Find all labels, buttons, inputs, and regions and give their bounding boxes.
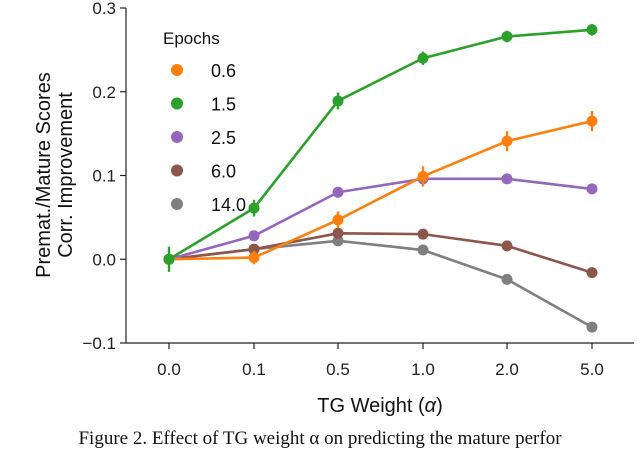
legend-marker-2.5 bbox=[171, 131, 183, 143]
data-point bbox=[501, 240, 513, 252]
data-point bbox=[586, 24, 598, 36]
series-14.0 bbox=[163, 235, 598, 333]
x-tick-label: 1.0 bbox=[411, 360, 435, 379]
data-point bbox=[586, 267, 598, 279]
series-line bbox=[168, 119, 593, 261]
legend-label-2.5: 2.5 bbox=[211, 128, 236, 148]
data-point bbox=[501, 273, 513, 285]
legend-label-0.6: 0.6 bbox=[211, 61, 236, 81]
x-tick-label: 5.0 bbox=[580, 360, 604, 379]
data-point bbox=[248, 230, 260, 242]
series-1.5 bbox=[163, 23, 598, 272]
line-chart: −0.1 0.0 0.1 0.2 0.3 0.0 0.1 0.5 1.0 2.0 5.0 Epoch… bbox=[33, 0, 634, 417]
series-0.6 bbox=[163, 111, 598, 265]
series-6.0 bbox=[163, 227, 598, 279]
series-layer bbox=[163, 23, 598, 333]
legend-marker-14.0 bbox=[171, 198, 183, 210]
y-tick-label: −0.1 bbox=[82, 334, 116, 353]
legend-marker-6.0 bbox=[171, 164, 183, 177]
y-axis-title-line-1: Premat./Mature Scores bbox=[33, 72, 55, 278]
data-point bbox=[417, 228, 429, 240]
data-point bbox=[417, 170, 429, 182]
data-point bbox=[586, 183, 598, 195]
data-point bbox=[248, 252, 260, 264]
data-point bbox=[332, 214, 344, 226]
x-axis-title: TG Weight (α) bbox=[317, 395, 443, 417]
y-tick-label: 0.0 bbox=[92, 250, 116, 269]
legend: Epochs 0.6 1.5 2.5 6.0 14.0 bbox=[163, 29, 246, 215]
data-point bbox=[417, 52, 429, 64]
x-axis-title-prefix: TG Weight ( bbox=[317, 395, 425, 417]
x-axis-title-suffix: ) bbox=[436, 395, 443, 417]
legend-marker-0.6 bbox=[171, 64, 183, 76]
data-point bbox=[417, 244, 429, 256]
data-point bbox=[248, 243, 260, 255]
x-tick-label: 0.1 bbox=[242, 360, 266, 379]
series-line bbox=[168, 177, 593, 261]
data-point bbox=[332, 95, 344, 107]
x-axis-title-symbol: α bbox=[425, 395, 437, 417]
data-point bbox=[501, 173, 513, 185]
legend-label-14.0: 14.0 bbox=[211, 195, 246, 215]
data-point bbox=[586, 321, 598, 333]
data-point bbox=[332, 186, 344, 198]
series-line bbox=[168, 231, 593, 274]
legend-marker-1.5 bbox=[171, 97, 183, 110]
data-point bbox=[332, 235, 344, 247]
series-line bbox=[168, 28, 593, 261]
y-tick-label: 0.2 bbox=[92, 83, 116, 102]
data-point bbox=[586, 115, 598, 127]
x-tick-label: 0.5 bbox=[326, 360, 350, 379]
data-point bbox=[332, 227, 344, 239]
data-point bbox=[501, 30, 513, 42]
legend-label-1.5: 1.5 bbox=[211, 95, 236, 115]
data-point bbox=[501, 135, 513, 147]
y-tick-label: 0.3 bbox=[92, 0, 116, 18]
axes: −0.1 0.0 0.1 0.2 0.3 0.0 0.1 0.5 1.0 2.0 5.0 bbox=[82, 0, 634, 379]
x-tick-label: 0.0 bbox=[157, 360, 181, 379]
legend-label-6.0: 6.0 bbox=[211, 162, 236, 182]
figure-caption: Figure 2. Effect of TG weight α on predi… bbox=[78, 428, 562, 449]
legend-title: Epochs bbox=[163, 29, 220, 48]
data-point bbox=[163, 253, 175, 265]
y-axis-title-line-2: Corr. Improvement bbox=[55, 92, 77, 258]
data-point bbox=[248, 202, 260, 214]
y-tick-label: 0.1 bbox=[92, 167, 116, 186]
x-tick-label: 2.0 bbox=[495, 360, 519, 379]
